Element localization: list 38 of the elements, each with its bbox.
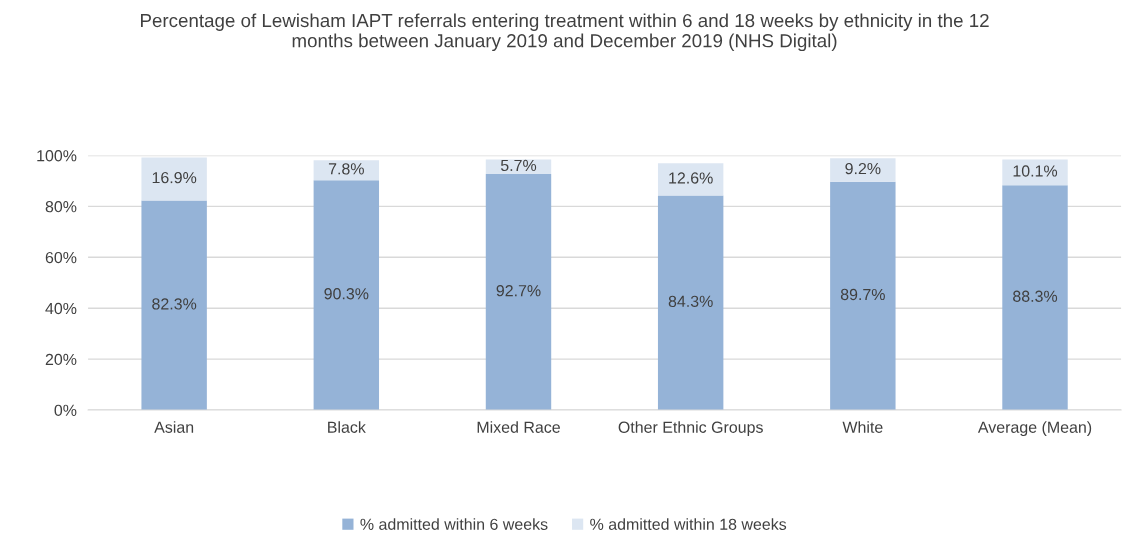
bar bbox=[141, 200, 207, 411]
data-label: 16.9% bbox=[152, 171, 197, 184]
data-label: 89.7% bbox=[840, 288, 885, 301]
bar bbox=[830, 181, 896, 411]
x-tick-label: White bbox=[842, 421, 883, 433]
legend-label: % admitted within 18 weeks bbox=[590, 518, 787, 530]
y-tick-label: 60% bbox=[45, 251, 77, 264]
x-tick-label: Mixed Race bbox=[477, 421, 560, 433]
bar bbox=[313, 180, 380, 411]
data-label: 88.3% bbox=[1013, 290, 1058, 302]
bar bbox=[141, 157, 207, 201]
data-label: 10.1% bbox=[1013, 165, 1058, 177]
y-tick-label: 20% bbox=[45, 353, 77, 366]
bar bbox=[1002, 185, 1068, 411]
x-tick-label: Other Ethnic Groups bbox=[618, 421, 763, 437]
data-label: 9.2% bbox=[845, 162, 881, 175]
bar bbox=[1002, 159, 1068, 186]
bar bbox=[313, 160, 380, 181]
data-label: 90.3% bbox=[324, 288, 369, 300]
legend-label: % admitted within 6 weeks bbox=[360, 518, 548, 530]
y-tick-label: 40% bbox=[45, 302, 77, 315]
data-label: 84.3% bbox=[668, 295, 713, 308]
chart-title: Percentage of Lewisham IAPT referrals entering treatment within 6 and 18 weeks by ethnicity in the 12 months between January 2019 and December 2019 (NHS Digital) bbox=[141, 13, 989, 52]
y-tick-label: 100% bbox=[37, 150, 77, 162]
data-label: 7.8% bbox=[328, 163, 364, 175]
x-tick-label: Average (Mean) bbox=[977, 421, 1092, 437]
y-tick-label: 0% bbox=[54, 404, 77, 416]
data-label: 82.3% bbox=[152, 298, 197, 310]
bar bbox=[485, 174, 552, 411]
data-label: 12.6% bbox=[669, 172, 713, 184]
bar bbox=[657, 163, 724, 196]
y-tick-label: 80% bbox=[45, 200, 77, 213]
data-label: 5.7% bbox=[500, 159, 537, 172]
x-tick-label: Black bbox=[328, 421, 366, 433]
data-label: 92.7% bbox=[496, 285, 541, 297]
bar bbox=[830, 158, 896, 182]
bar bbox=[657, 195, 724, 411]
x-tick-label: Asian bbox=[154, 421, 194, 433]
